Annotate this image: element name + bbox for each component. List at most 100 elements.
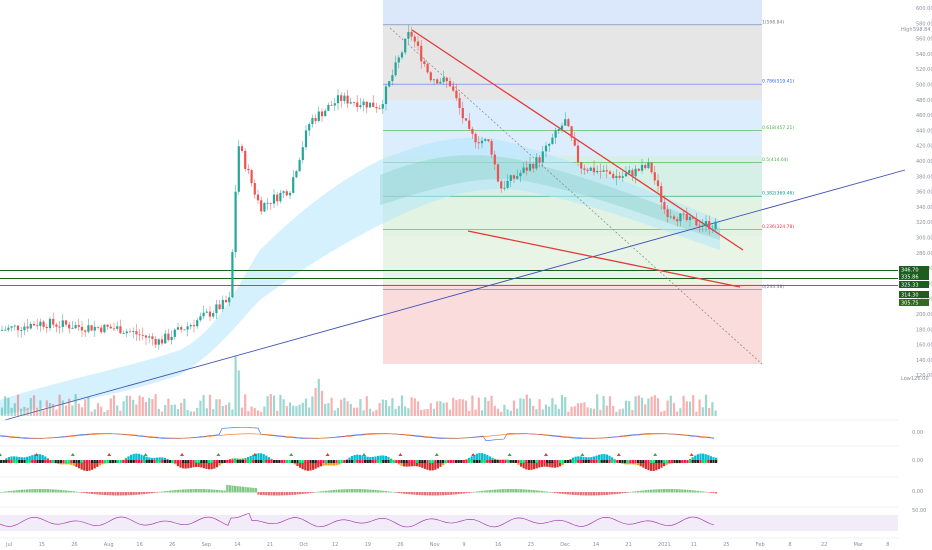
high-label: High xyxy=(901,27,913,33)
rsi-pane[interactable] xyxy=(0,506,898,531)
x-tick-3: Aug xyxy=(104,542,114,548)
hist3-bar-154 xyxy=(400,492,403,494)
volume-bar-184 xyxy=(589,408,592,416)
candlestick-series[interactable] xyxy=(0,24,717,350)
support-resistance-lines[interactable] xyxy=(0,270,898,286)
hist2-bar-205 xyxy=(533,462,536,470)
hist2-bar-145 xyxy=(377,455,380,462)
hist2-base-197 xyxy=(512,460,515,463)
volume-bar-177 xyxy=(567,411,570,416)
hist2-base-251 xyxy=(652,460,655,463)
candle-body-75 xyxy=(240,146,244,151)
volume-bar-22 xyxy=(71,405,74,416)
volume-bar-21 xyxy=(68,398,71,416)
candle-body-111 xyxy=(356,102,359,108)
hist2-bar-210 xyxy=(546,462,549,467)
x-tick-17: Dec xyxy=(560,542,570,548)
hist2-base-223 xyxy=(579,460,582,463)
candle-body-217 xyxy=(695,218,698,226)
hist3-bar-78 xyxy=(202,489,205,493)
hist3-bar-22 xyxy=(57,489,60,493)
indicator-pane-1[interactable] xyxy=(0,419,898,442)
signal-marker-126 xyxy=(325,453,330,456)
hist2-base-79 xyxy=(205,460,208,463)
hist2-base-32 xyxy=(83,460,86,463)
hist2-base-201 xyxy=(522,460,525,463)
hist2-bar-102 xyxy=(265,455,268,462)
hist3-bar-134 xyxy=(348,489,351,493)
volume-bar-51 xyxy=(164,404,167,416)
volume-bar-92 xyxy=(295,406,298,416)
hist3-bar-51 xyxy=(132,492,135,495)
indicator-pane-2[interactable] xyxy=(0,445,898,471)
hist2-base-104 xyxy=(270,460,273,463)
trendline-blue[interactable] xyxy=(4,169,906,421)
volume-bar-16 xyxy=(52,404,55,416)
volume-bar-105 xyxy=(336,407,340,416)
hist3-bar-112 xyxy=(291,492,294,495)
price-tag-1: 335.86 xyxy=(901,275,919,281)
projection-dotted xyxy=(389,27,763,365)
hist3-bar-26 xyxy=(67,490,70,493)
candle-body-44 xyxy=(141,334,144,336)
candle-body-91 xyxy=(292,177,295,193)
hist2-base-105 xyxy=(273,460,276,463)
volume-bar-134 xyxy=(429,403,432,416)
trendline-lower-red[interactable] xyxy=(467,230,741,288)
hist2-base-169 xyxy=(439,460,442,463)
hist3-bar-64 xyxy=(166,490,169,493)
volume-bar-18 xyxy=(58,394,61,416)
trendline-upper-red[interactable] xyxy=(411,29,744,251)
volume-bar-87 xyxy=(279,394,282,416)
trendlines[interactable] xyxy=(4,27,906,421)
hist2-base-1 xyxy=(2,460,5,463)
hist2-base-107 xyxy=(278,460,281,463)
hist2-bar-122 xyxy=(317,462,320,468)
hist3-bar-39 xyxy=(101,492,104,495)
candle-body-1 xyxy=(4,329,7,331)
candle-body-17 xyxy=(55,324,58,327)
hist2-base-99 xyxy=(257,460,260,463)
y-tick-21: 180.00 xyxy=(916,327,932,333)
hist2-bar-223 xyxy=(579,456,582,462)
volume-bar-97 xyxy=(311,396,314,416)
hist2-bar-36 xyxy=(93,462,96,469)
candle-body-47 xyxy=(151,336,154,339)
hist2-bar-234 xyxy=(608,455,611,462)
candle-body-216 xyxy=(692,216,695,219)
hist3-bar-237 xyxy=(616,492,619,494)
signal-marker-182 xyxy=(471,453,476,456)
volume-bar-19 xyxy=(61,400,64,416)
hist2-base-34 xyxy=(88,460,91,463)
volume-bar-56 xyxy=(180,402,183,416)
hist3-bar-147 xyxy=(382,490,385,493)
indicator-pane-3[interactable] xyxy=(0,476,898,496)
hist3-bar-24 xyxy=(62,490,65,493)
hist3-bar-3 xyxy=(7,491,10,493)
hist3-bar-105 xyxy=(273,492,276,496)
candle-body-77 xyxy=(247,168,250,171)
hist3-bar-135 xyxy=(351,489,354,493)
hist2-base-163 xyxy=(423,460,426,463)
hist2-bar-146 xyxy=(379,455,382,462)
candle-body-78 xyxy=(250,170,253,184)
candle-body-46 xyxy=(148,336,151,338)
volume-bar-168 xyxy=(538,399,541,416)
hist2-base-37 xyxy=(96,460,99,463)
hist2-base-26 xyxy=(67,460,70,463)
hist2-bar-169 xyxy=(439,462,442,467)
hist3-bar-243 xyxy=(631,491,634,493)
x-tick-23: Feb xyxy=(756,542,765,548)
volume-bar-112 xyxy=(359,398,362,416)
hist3-bar-90 xyxy=(234,485,237,493)
volume-bar-77 xyxy=(247,411,250,416)
candle-body-183 xyxy=(586,169,589,171)
volume-bar-64 xyxy=(205,408,208,416)
hist2-bar-57 xyxy=(148,457,151,462)
volume-bar-59 xyxy=(189,411,192,416)
candle-body-205 xyxy=(656,180,660,187)
time-axis[interactable]: Jul 15 26 Aug 16 26 Sep 14 21 Oct 12 19 26 Nov 9 16 23 De… xyxy=(5,542,889,548)
signal-marker-28 xyxy=(70,453,75,456)
hist3-bar-176 xyxy=(457,492,460,495)
